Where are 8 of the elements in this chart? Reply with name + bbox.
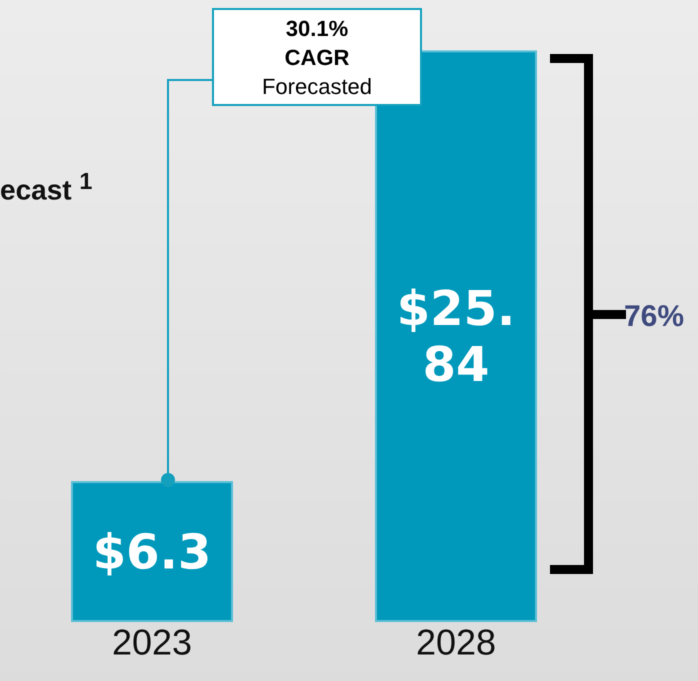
data-label: $6.3 [92,524,212,581]
callout-box: 30.1% CAGR Forecasted [212,8,422,106]
text: ecast $^{1}$ [0,168,92,206]
annotation: 30.1% CAGR Forecasted [260,15,374,101]
x-tick-label: 2028 [416,622,496,663]
data-label: $25.84 [396,281,516,394]
x-tick-label: 2023 [112,622,192,663]
text: 76% [624,300,684,334]
